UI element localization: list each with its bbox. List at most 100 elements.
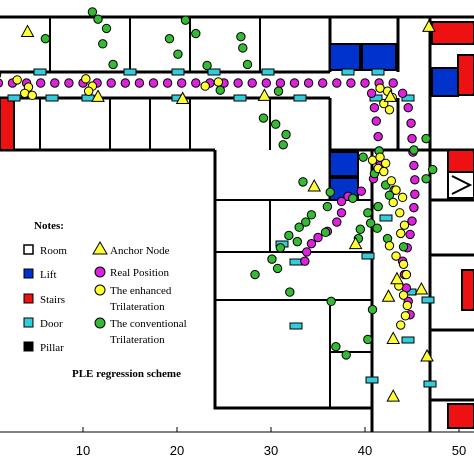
- anchor-node-point: [383, 89, 398, 102]
- real-position-point: [318, 78, 328, 88]
- the-conventional-trilateration-point: [421, 174, 431, 184]
- legend-stairs-swatch: [23, 293, 34, 304]
- anchor-node-point: [381, 289, 396, 302]
- real-position-point: [134, 78, 145, 88]
- the-conventional-trilateration-point: [273, 86, 284, 96]
- anchor-node-point: [390, 271, 404, 285]
- real-position-point: [120, 78, 131, 88]
- the-conventional-trilateration-point: [0, 71, 2, 78]
- legend-room-swatch: [23, 244, 34, 255]
- the-enhanced-trilateration-point: [375, 152, 385, 162]
- the-conventional-trilateration-point: [341, 350, 351, 360]
- real-position-point: [388, 78, 398, 88]
- legend-enhanced-label-line2: Trilateration: [110, 301, 165, 313]
- real-position-point: [405, 229, 415, 240]
- the-enhanced-trilateration-point: [391, 185, 401, 195]
- door: [233, 94, 247, 102]
- the-conventional-trilateration-point: [108, 59, 118, 70]
- door: [289, 258, 303, 266]
- x-ticks: 10 20 30 40 50: [76, 427, 466, 458]
- legend-lift-label: Lift: [40, 269, 57, 281]
- legend-anchor-label: Anchor Node: [110, 245, 170, 257]
- the-conventional-trilateration-point: [355, 224, 365, 234]
- the-conventional-trilateration-point: [98, 39, 108, 49]
- the-enhanced-trilateration-point: [27, 90, 37, 101]
- the-enhanced-trilateration-point: [386, 176, 397, 186]
- door: [45, 94, 59, 102]
- real-position-point: [303, 78, 314, 88]
- anchor-node-point: [175, 91, 190, 104]
- the-conventional-trilateration-point: [326, 296, 336, 307]
- the-enhanced-trilateration-point: [396, 320, 406, 330]
- anchor-node-point: [422, 19, 436, 32]
- real-position-point: [261, 78, 271, 88]
- the-conventional-trilateration-point: [409, 145, 419, 155]
- the-enhanced-trilateration-point: [391, 251, 401, 261]
- real-position-point: [191, 78, 201, 88]
- the-conventional-trilateration-point: [242, 59, 253, 70]
- the-enhanced-trilateration-point: [384, 105, 395, 115]
- the-conventional-trilateration-point: [306, 210, 317, 220]
- real-position-point: [366, 88, 377, 99]
- the-conventional-trilateration-point: [398, 242, 409, 252]
- door: [289, 322, 303, 330]
- door: [361, 252, 375, 260]
- the-conventional-trilateration-point: [40, 34, 51, 44]
- legend-enhanced-marker: [94, 284, 106, 296]
- anchor-node-point: [420, 348, 434, 362]
- real-position-point: [233, 78, 243, 88]
- anchor-node-point: [348, 236, 363, 250]
- x-tick-label: 40: [358, 443, 372, 458]
- legend-anchor-marker: [92, 241, 108, 255]
- real-position-point: [346, 78, 356, 88]
- real-position-point: [300, 256, 310, 266]
- real-position-point: [373, 131, 383, 142]
- stairs-block: [447, 149, 474, 173]
- door: [423, 380, 437, 388]
- the-conventional-trilateration-point: [363, 208, 373, 218]
- the-enhanced-trilateration-point: [83, 86, 94, 96]
- legend-lift-swatch: [23, 268, 34, 279]
- door: [421, 296, 435, 304]
- real-position-point: [336, 196, 347, 207]
- real-position-point: [177, 78, 187, 88]
- door: [293, 94, 307, 102]
- the-enhanced-trilateration-point: [396, 228, 406, 239]
- the-enhanced-trilateration-point: [400, 311, 411, 321]
- door: [7, 94, 21, 102]
- real-position-point: [162, 78, 173, 88]
- the-conventional-trilateration-point: [202, 60, 212, 71]
- data-markers: [0, 7, 438, 402]
- legend-room-label: Room: [40, 245, 67, 257]
- the-conventional-trilateration-point: [331, 341, 341, 352]
- door: [123, 68, 137, 76]
- the-conventional-trilateration-point: [367, 304, 378, 315]
- the-conventional-trilateration-point: [358, 152, 368, 162]
- the-conventional-trilateration-point: [164, 34, 175, 44]
- the-conventional-trilateration-point: [278, 140, 288, 150]
- real-position-point: [289, 78, 300, 88]
- stairs-block: [0, 97, 15, 151]
- door: [379, 214, 393, 222]
- legend: Notes: Room Lift Stairs Door Pillar Anch…: [23, 220, 187, 380]
- real-position-point: [36, 78, 46, 88]
- x-axis: 10 20 30 40 50: [0, 427, 474, 458]
- the-conventional-trilateration-point: [87, 7, 98, 17]
- the-conventional-trilateration-point: [236, 31, 246, 42]
- the-enhanced-trilateration-point: [384, 241, 395, 251]
- real-position-point: [302, 247, 312, 257]
- door: [261, 68, 275, 76]
- the-conventional-trilateration-point: [325, 187, 335, 197]
- the-enhanced-trilateration-point: [398, 290, 409, 300]
- the-conventional-trilateration-point: [363, 334, 373, 345]
- legend-pillar-swatch: [23, 341, 34, 352]
- door: [371, 68, 385, 76]
- the-conventional-trilateration-point: [250, 269, 260, 280]
- the-conventional-trilateration-point: [427, 164, 438, 175]
- the-conventional-trilateration-point: [301, 217, 311, 227]
- the-enhanced-trilateration-point: [402, 300, 412, 311]
- the-conventional-trilateration-point: [292, 236, 303, 247]
- stairs: [0, 21, 474, 429]
- real-position-point: [356, 186, 366, 196]
